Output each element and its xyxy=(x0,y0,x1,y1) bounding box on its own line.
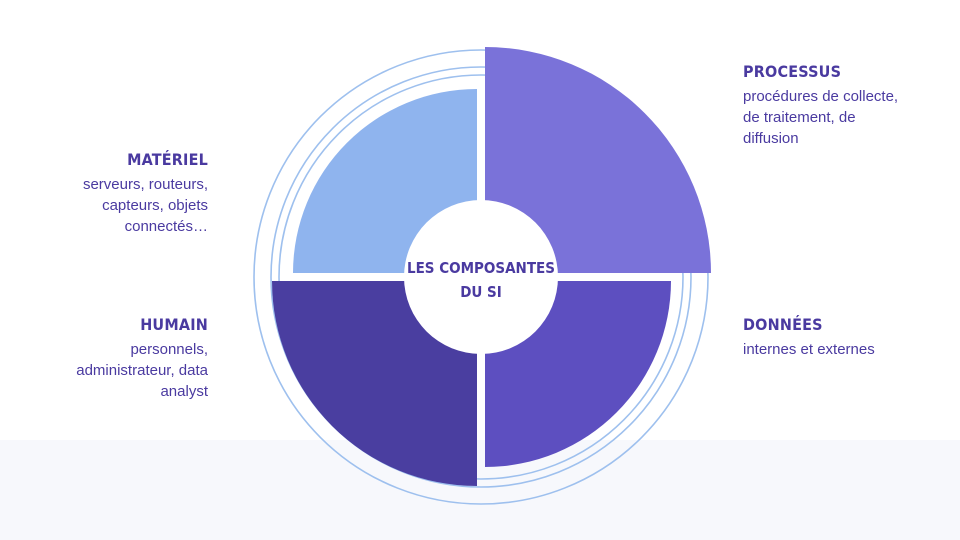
label-materiel: MATÉRIEL serveurs, routeurs, capteurs, o… xyxy=(83,150,208,237)
center-title-line2: DU SI xyxy=(460,283,502,301)
materiel-desc-line: connectés… xyxy=(124,218,208,235)
materiel-description: serveurs, routeurs, capteurs, objets con… xyxy=(83,174,208,237)
materiel-desc-line: serveurs, routeurs, xyxy=(82,176,208,193)
segment-processus xyxy=(485,47,711,273)
outer-ring-3 xyxy=(278,74,684,480)
center-circle xyxy=(404,200,558,354)
processus-desc-line: diffusion xyxy=(743,130,799,147)
humain-description: personnels, administrateur, data analyst xyxy=(76,339,208,402)
label-donnees: DONNÉES internes et externes xyxy=(743,315,875,360)
donnees-desc-line: internes et externes xyxy=(743,341,875,358)
segment-humain xyxy=(272,281,477,486)
humain-desc-line: administrateur, data xyxy=(76,362,208,379)
humain-desc-line: analyst xyxy=(160,383,208,400)
donnees-description: internes et externes xyxy=(743,339,875,360)
humain-desc-line: personnels, xyxy=(130,341,208,358)
label-humain: HUMAIN personnels, administrateur, data … xyxy=(76,315,208,402)
materiel-desc-line: capteurs, objets xyxy=(102,197,208,214)
processus-desc-line: de traitement, de xyxy=(743,109,856,126)
center-title: LES COMPOSANTES DU SI xyxy=(403,256,559,304)
processus-description: procédures de collecte, de traitement, d… xyxy=(743,86,898,149)
processus-desc-line: procédures de collecte, xyxy=(743,88,899,105)
humain-title: HUMAIN xyxy=(140,315,208,334)
donnees-title: DONNÉES xyxy=(743,315,823,334)
center-title-line1: LES COMPOSANTES xyxy=(406,259,555,277)
outer-ring-1 xyxy=(253,49,709,505)
outer-ring-2 xyxy=(270,66,692,488)
materiel-title: MATÉRIEL xyxy=(127,150,208,169)
processus-title: PROCESSUS xyxy=(743,62,842,81)
label-processus: PROCESSUS procédures de collecte, de tra… xyxy=(743,62,898,149)
